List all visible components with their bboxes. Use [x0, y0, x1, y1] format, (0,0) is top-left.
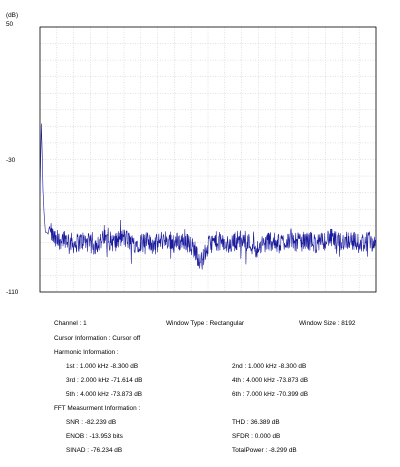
sinad-value: SINAD : -76.234 dB	[66, 447, 123, 454]
sfdr-value: SFDR : 0.000 dB	[232, 433, 281, 440]
cursor-info: Cursor Information : Cursor off	[54, 335, 141, 342]
harmonic-3rd: 3rd : 2.000 kHz -71.614 dB	[66, 377, 143, 384]
channel-label: Channel : 1	[54, 320, 87, 327]
plot-frame	[39, 26, 377, 293]
harmonic-1st: 1st : 1.000 kHz -8.300 dB	[66, 363, 139, 370]
y-tick-label-mid: -30	[6, 157, 16, 164]
y-tick-label-top: 50	[6, 21, 14, 28]
harmonic-5th: 5th : 4.000 kHz -73.873 dB	[66, 391, 143, 398]
y-tick-label-bottom: -110	[6, 289, 19, 296]
window-size-label: Window Size : 8192	[299, 320, 356, 327]
thd-value: THD : 36.389 dB	[232, 419, 280, 426]
harmonic-4th: 4th : 4.000 kHz -73.873 dB	[232, 377, 309, 384]
snr-value: SNR : -82.239 dB	[66, 419, 117, 426]
window-type-label: Window Type : Rectangular	[166, 320, 245, 327]
fft-chart: (dB) 50 -30 -110 0 Hz50.000 kHz100.000 k…	[6, 12, 377, 296]
enob-value: ENOB : -13.953 bits	[66, 433, 123, 440]
fft-info-title: FFT Measurment Information :	[54, 405, 141, 412]
harmonic-2nd: 2nd : 1.000 kHz -8.300 dB	[232, 363, 307, 370]
harmonic-title: Harmonic Information :	[54, 349, 119, 356]
harmonic-6th: 6th : 7.000 kHz -70.399 dB	[232, 391, 309, 398]
total-power-value: TotalPower : -8.299 dB	[232, 447, 297, 454]
y-axis-label: (dB)	[6, 12, 18, 19]
spectrum-line	[39, 123, 377, 270]
